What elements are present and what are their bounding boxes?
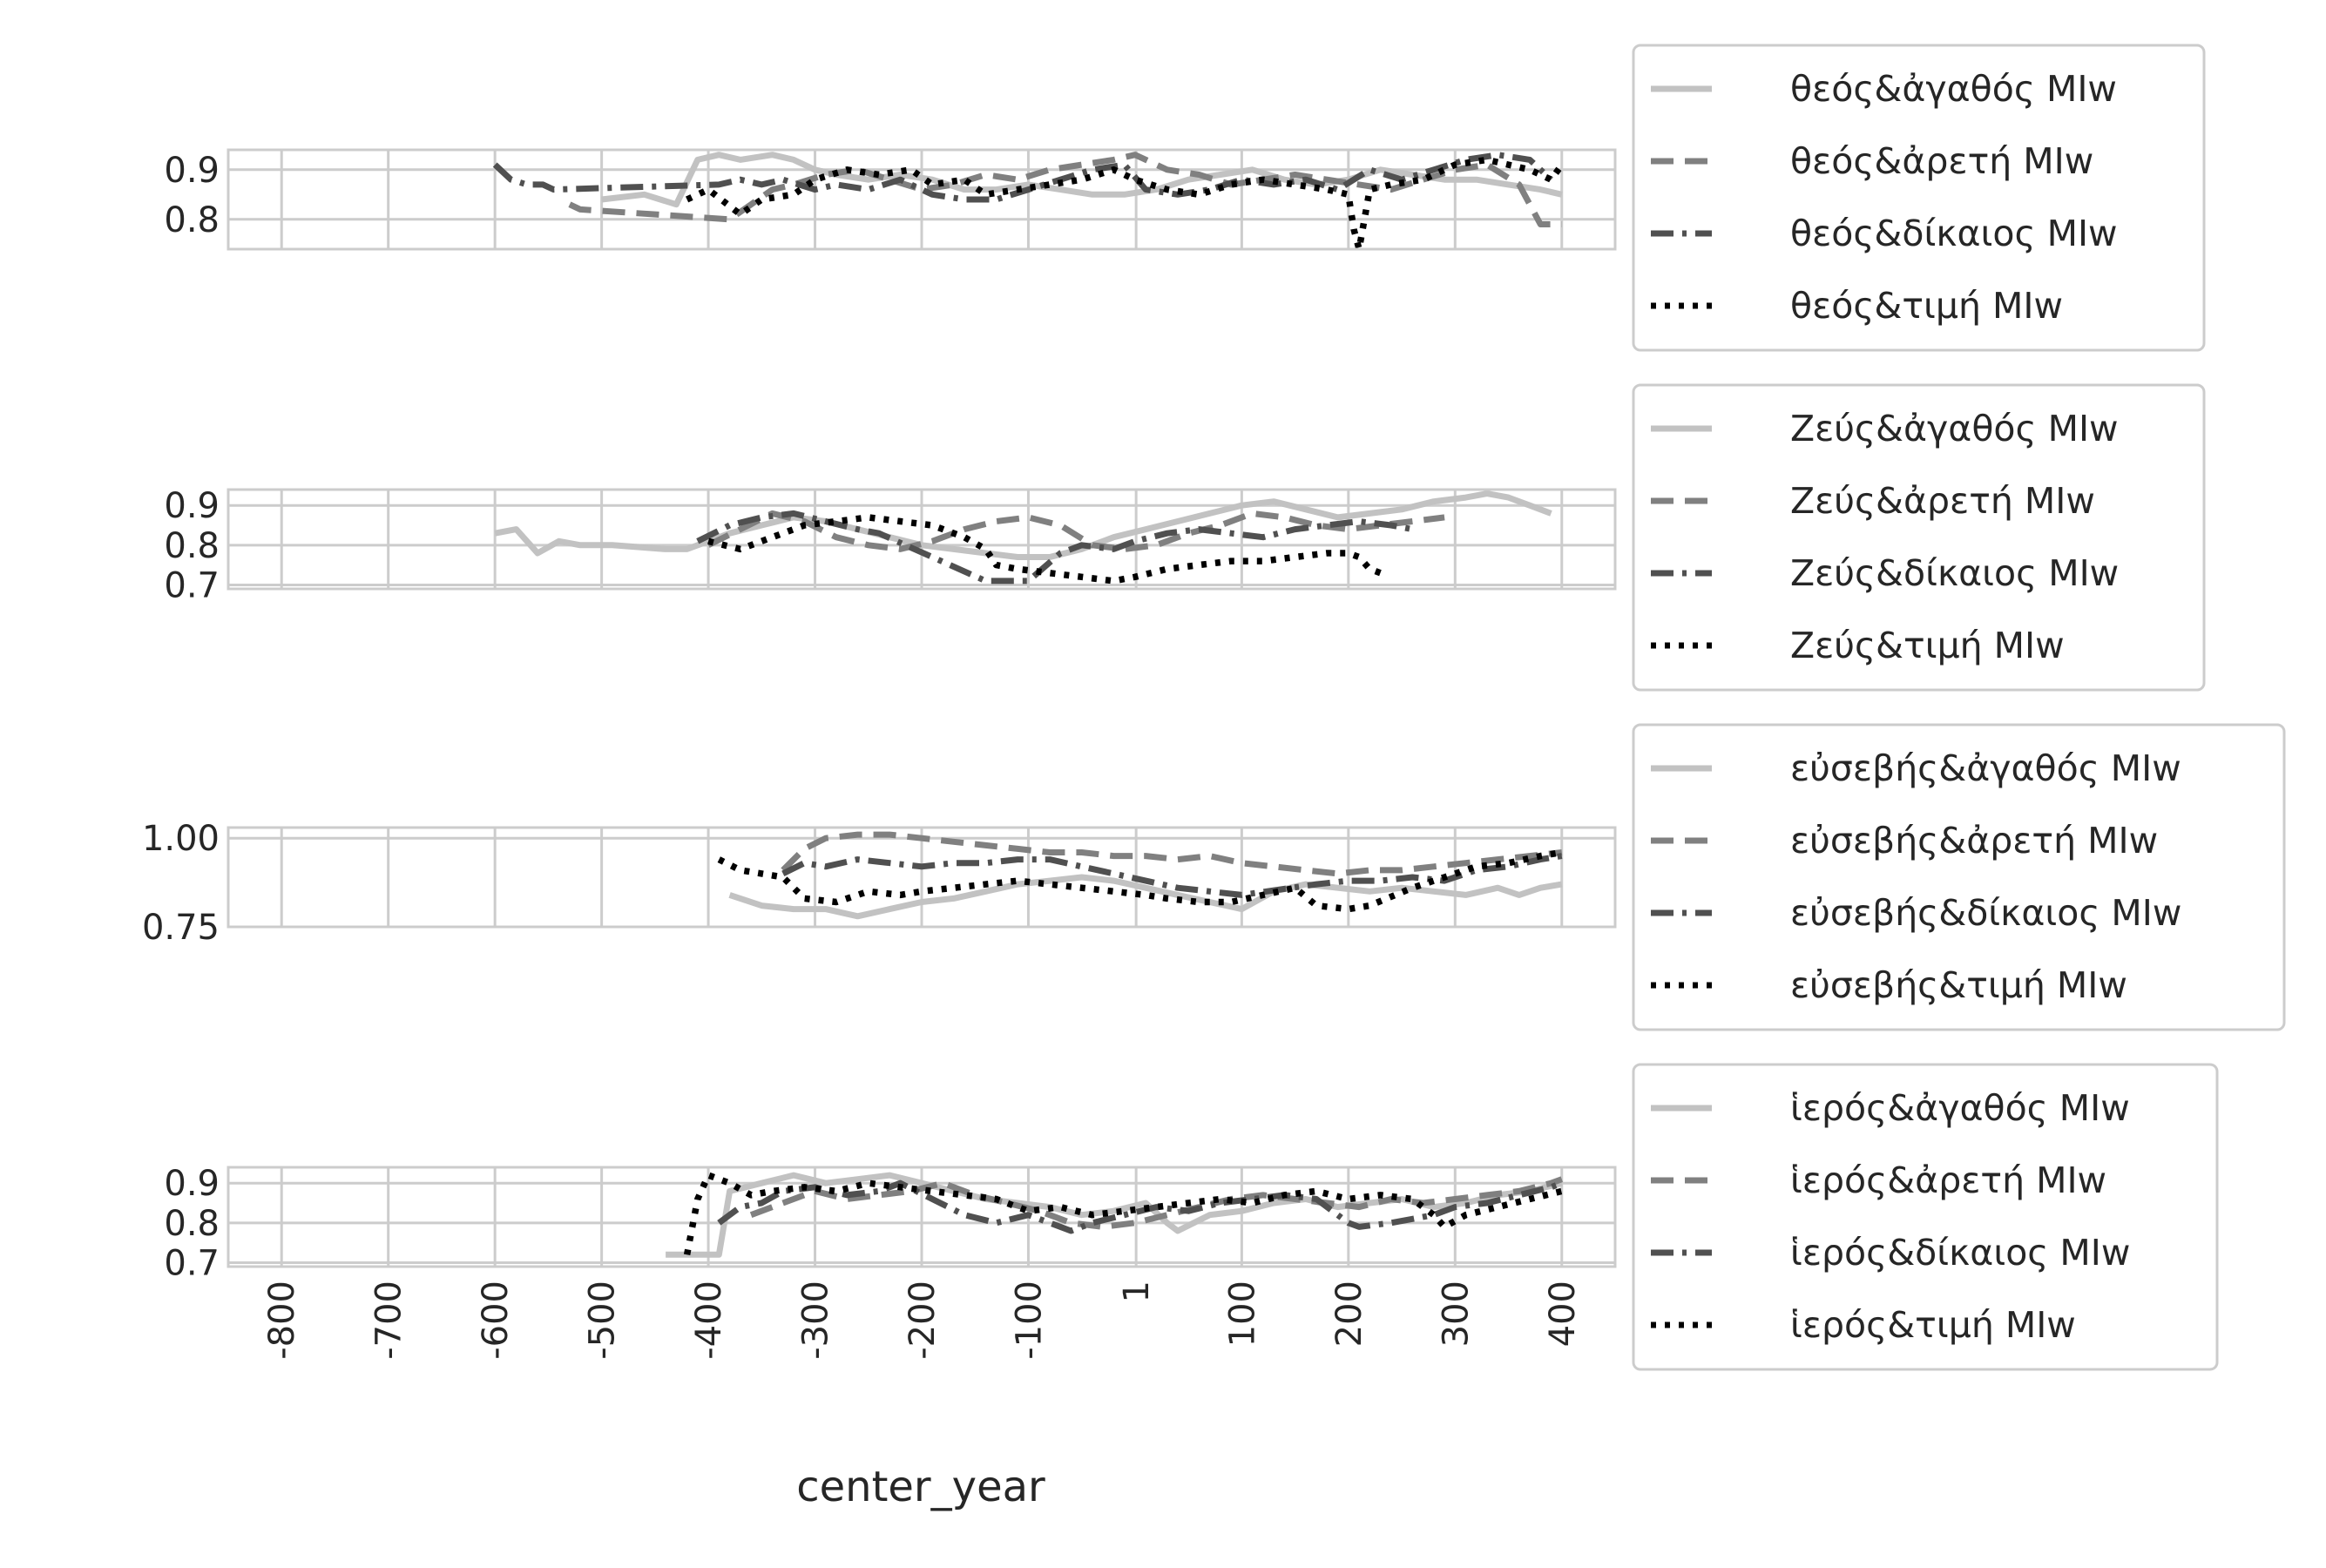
x-tick-label: -400 — [689, 1281, 729, 1360]
series-line — [707, 514, 1382, 585]
series-line — [781, 831, 1563, 877]
series-line — [601, 152, 1563, 208]
x-tick-label: 1 — [1117, 1281, 1157, 1302]
legend-entry: εὐσεβής&ἀγαθός MIw — [1790, 747, 2181, 789]
y-tick-label: 0.8 — [164, 200, 220, 240]
series-line — [781, 853, 1563, 898]
legend-frame — [1632, 1063, 2219, 1371]
series-line — [686, 156, 1565, 249]
legend-entry: Ζεύς&τιμή MIw — [1790, 625, 2065, 666]
legend-4: ἱερός&ἀγαθός MIw ἱερός&ἀρετή MIw ἱερός&δίκ… — [1632, 1063, 2219, 1371]
legend-3: εὐσεβής&ἀγαθός MIw εὐσεβής&ἀρετή MIw εὐσεβ… — [1632, 723, 2286, 1031]
x-tick-label: 100 — [1222, 1281, 1262, 1347]
y-tick-label: 0.9 — [164, 486, 220, 526]
x-tick-label: -500 — [583, 1281, 623, 1360]
legends: θεός&ἀγαθός MIw θεός&ἀρετή MIw θεός&δίκαιο… — [1632, 44, 2286, 1371]
panel-1: 0.90.8 — [164, 148, 1617, 251]
y-tick-label: 0.9 — [164, 151, 220, 191]
axes-frame — [227, 488, 1617, 591]
x-tick-label: -300 — [796, 1281, 836, 1360]
legend-entry: θεός&ἀγαθός MIw — [1790, 68, 2117, 110]
legend-entry: θεός&τιμή MIw — [1790, 285, 2063, 327]
legend-entry: θεός&ἀρετή MIw — [1790, 140, 2093, 182]
axes-frame — [227, 826, 1617, 929]
legend-entry: ἱερός&ἀρετή MIw — [1790, 1159, 2106, 1201]
x-tick-label: -100 — [1010, 1281, 1050, 1360]
y-tick-label: 0.8 — [164, 1204, 220, 1244]
legend-frame — [1632, 723, 2286, 1031]
legend-entry: ἱερός&δίκαιος MIw — [1790, 1232, 2130, 1274]
legend-entry: θεός&δίκαιος MIw — [1790, 213, 2118, 254]
panel-2: 0.90.80.7 — [164, 486, 1617, 605]
legend-entry: ἱερός&ἀγαθός MIw — [1790, 1087, 2130, 1129]
shared-x-axis: -800 -700 -600 -500 -400 -300 -200 -100 1 100 200 3… — [262, 1281, 1583, 1360]
x-tick-label: 400 — [1543, 1281, 1583, 1347]
y-tick-label: 0.9 — [164, 1164, 220, 1204]
legend-entry: Ζεύς&δίκαιος MIw — [1790, 552, 2119, 594]
y-tick-label: 0.7 — [164, 1243, 220, 1283]
series-line — [494, 490, 1552, 560]
series-line — [749, 1176, 1564, 1230]
x-tick-label: -700 — [369, 1281, 409, 1360]
series-line — [568, 152, 1562, 227]
panel-4: 0.90.80.7 — [164, 1164, 1617, 1283]
legend-entry: Ζεύς&ἀρετή MIw — [1790, 480, 2095, 522]
y-tick-label: 0.7 — [164, 565, 220, 605]
legend-entry: ἱερός&τιμή MIw — [1790, 1304, 2076, 1346]
series-line — [683, 1172, 1563, 1256]
x-tick-label: -600 — [476, 1281, 516, 1360]
x-tick-label: 300 — [1436, 1281, 1476, 1347]
series-line — [717, 848, 1563, 913]
legend-frame — [1632, 383, 2206, 692]
series-line — [707, 510, 1445, 552]
axes-frame — [227, 1166, 1617, 1268]
series-line — [728, 874, 1563, 920]
x-tick-label: -800 — [262, 1281, 302, 1360]
x-axis-label: center_year — [796, 1463, 1045, 1511]
panel-3: 1.00 0.75 — [142, 819, 1617, 948]
legend-frame — [1632, 44, 2206, 352]
series-line — [492, 152, 1553, 203]
axes-frame — [227, 148, 1617, 251]
legend-entry: εὐσεβής&δίκαιος MIw — [1790, 892, 2181, 934]
legend-entry: Ζεύς&ἀγαθός MIw — [1790, 408, 2119, 449]
chart-panels: 0.90.80.90.80.71.000.750.90.80.7 — [142, 148, 1617, 1283]
x-tick-label: -200 — [903, 1281, 943, 1360]
legend-entry: εὐσεβής&τιμή MIw — [1790, 964, 2127, 1006]
legend-entry: εὐσεβής&ἀρετή MIw — [1790, 820, 2158, 862]
series-line — [717, 1179, 1564, 1234]
y-tick-label: 1.00 — [142, 819, 220, 859]
legend-1: θεός&ἀγαθός MIw θεός&ἀρετή MIw θεός&δίκαιο… — [1632, 44, 2206, 352]
y-tick-label: 0.75 — [142, 908, 220, 948]
series-line — [666, 1172, 1563, 1258]
y-tick-label: 0.8 — [164, 526, 220, 566]
x-tick-label: 200 — [1329, 1281, 1369, 1347]
legend-2: Ζεύς&ἀγαθός MIw Ζεύς&ἀρετή MIw Ζεύς&δίκαιο… — [1632, 383, 2206, 692]
